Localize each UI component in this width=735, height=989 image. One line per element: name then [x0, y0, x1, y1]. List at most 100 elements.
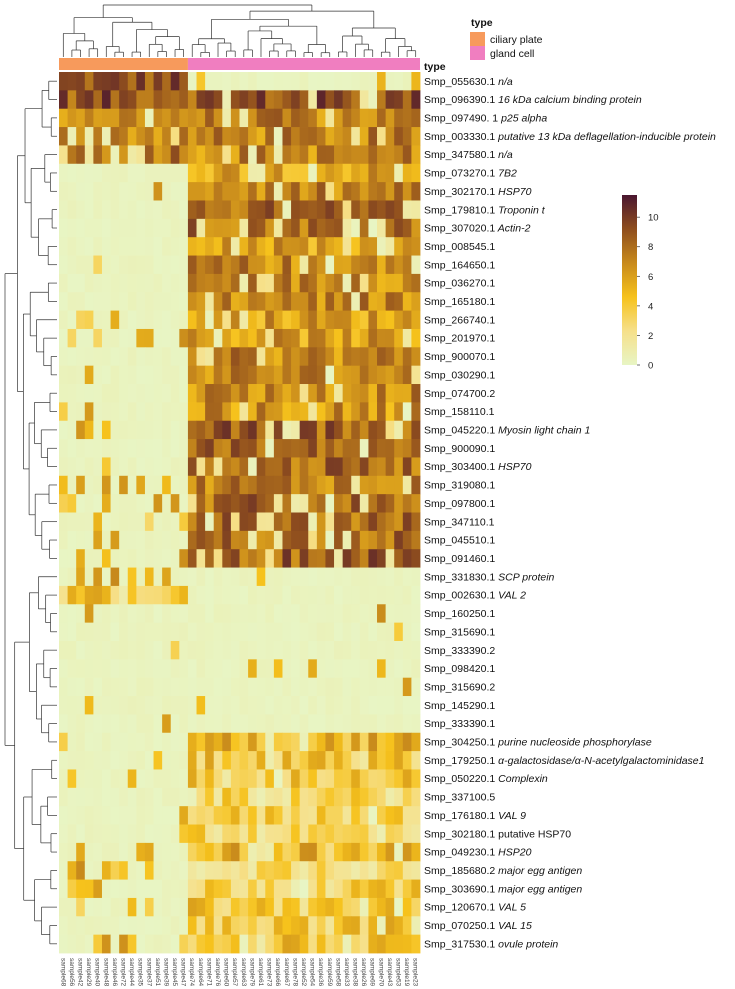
heatmap-cell [84, 787, 94, 807]
heatmap-cell [162, 512, 172, 532]
gene-id: Smp_302180.1 [424, 828, 495, 840]
heatmap-cell [394, 457, 404, 477]
heatmap-cell [127, 934, 137, 954]
heatmap-cell [299, 494, 309, 513]
heatmap-cell [119, 806, 129, 825]
gene-label: Smp_185680.2 major egg antigen [424, 865, 582, 877]
gene-label: Smp_266740.1 [424, 314, 495, 326]
heatmap-cell [325, 842, 335, 862]
heatmap-cell [248, 200, 258, 220]
heatmap-cell [110, 677, 120, 697]
heatmap-cell [299, 439, 309, 458]
heatmap-cell [119, 842, 129, 862]
heatmap-cell [368, 218, 378, 238]
heatmap-cell [67, 530, 77, 550]
heatmap-cell [239, 659, 249, 679]
heatmap-cell [239, 384, 249, 403]
heatmap-cell [385, 530, 395, 550]
heatmap-cell [359, 714, 369, 734]
heatmap-cell [144, 751, 154, 770]
heatmap-cell [187, 549, 197, 568]
heatmap-cell [325, 879, 335, 899]
heatmap-cell [170, 585, 180, 605]
heatmap-cell [119, 72, 129, 91]
heatmap-cell [291, 806, 301, 825]
gene-name: major egg antigen [495, 883, 582, 895]
heatmap-cell [136, 439, 146, 458]
heatmap-cell [179, 530, 189, 550]
heatmap-cell [196, 255, 206, 275]
heatmap-cell [273, 604, 283, 624]
heatmap-cell [187, 806, 197, 825]
heatmap-cell [196, 292, 206, 311]
heatmap-cell [230, 585, 240, 605]
heatmap-cell [377, 659, 387, 679]
heatmap-cell [222, 182, 232, 201]
heatmap-cell [127, 200, 137, 220]
heatmap-cell [222, 751, 232, 770]
heatmap-cell [291, 567, 301, 587]
heatmap-cell [67, 512, 77, 532]
heatmap-cell [239, 732, 249, 752]
heatmap-cell [282, 90, 292, 110]
heatmap-cell [213, 696, 223, 715]
heatmap-cell [119, 567, 129, 587]
heatmap-cell [230, 72, 240, 91]
heatmap-cell [273, 273, 283, 293]
heatmap-cell [394, 310, 404, 330]
heatmap-cell [299, 622, 309, 642]
heatmap-cell [153, 90, 163, 110]
heatmap-cell [299, 806, 309, 825]
heatmap-cell [205, 640, 215, 660]
heatmap-cell [153, 439, 163, 458]
heatmap-cell [59, 604, 68, 624]
heatmap-cell [101, 512, 111, 532]
heatmap-cell [101, 402, 111, 422]
heatmap-cell [385, 934, 395, 954]
gene-name: Troponin t [495, 204, 545, 216]
heatmap-cell [325, 585, 335, 605]
heatmap-cell [196, 530, 206, 550]
gene-label: Smp_317530.1 ovule protein [424, 938, 558, 950]
heatmap-cell [187, 530, 197, 550]
heatmap-cell [325, 163, 335, 183]
heatmap-cell [59, 659, 68, 679]
heatmap-cell [325, 659, 335, 679]
heatmap-cell [136, 200, 146, 220]
heatmap-cell [342, 806, 352, 825]
heatmap-cell [316, 402, 326, 422]
heatmap-cell [205, 402, 215, 422]
heatmap-cell [187, 916, 197, 936]
gene-name: VAL 9 [495, 810, 526, 822]
heatmap-cell [110, 934, 120, 954]
heatmap-cell [93, 182, 103, 201]
heatmap-cell [359, 90, 369, 110]
heatmap-cell [93, 255, 103, 275]
heatmap-cell [273, 402, 283, 422]
heatmap-cell [222, 475, 232, 495]
heatmap-cell [256, 604, 266, 624]
heatmap-cell [291, 182, 301, 201]
heatmap-cell [342, 182, 352, 201]
heatmap-cell [282, 732, 292, 752]
heatmap-cell [196, 842, 206, 862]
heatmap-cell [273, 567, 283, 587]
heatmap-cell [84, 72, 94, 91]
gene-id: Smp_317530.1 [424, 938, 495, 950]
heatmap-cell [316, 347, 326, 367]
heatmap-cell [256, 347, 266, 367]
heatmap-cell [162, 732, 172, 752]
heatmap-cell [144, 585, 154, 605]
heatmap-cell [119, 145, 129, 165]
heatmap-cell [377, 696, 387, 715]
heatmap-cell [76, 328, 86, 348]
heatmap-cell [368, 787, 378, 807]
heatmap-cell [377, 237, 387, 256]
heatmap-cell [59, 861, 68, 880]
heatmap-cell [359, 732, 369, 752]
heatmap-cell [402, 365, 412, 385]
heatmap-cell [368, 806, 378, 825]
heatmap-cell [170, 182, 180, 201]
heatmap-cell [411, 751, 421, 770]
heatmap-cell [282, 861, 292, 880]
